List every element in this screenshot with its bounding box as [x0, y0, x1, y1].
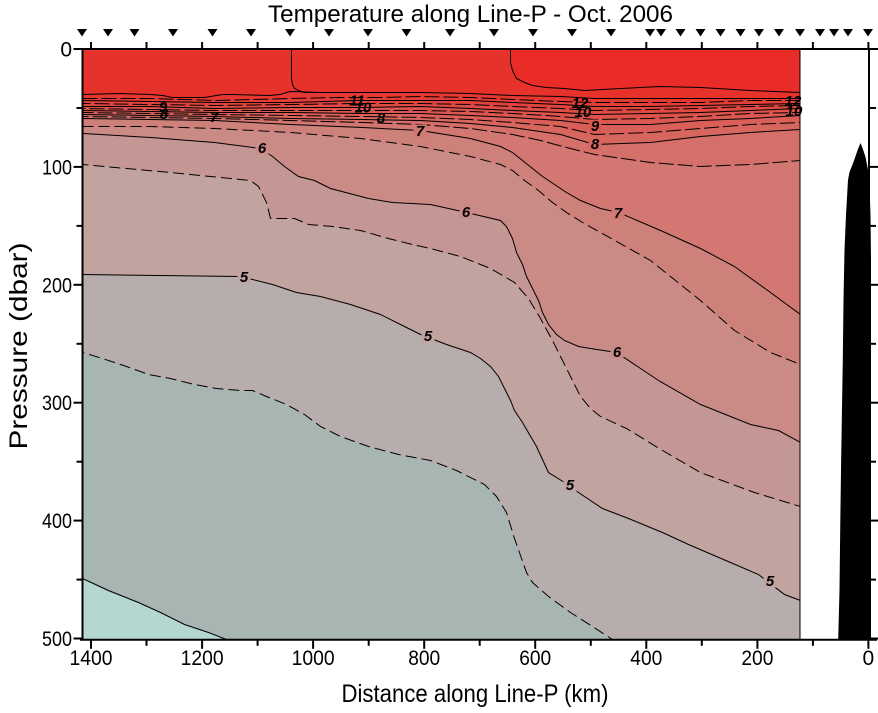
- svg-text:400: 400: [42, 510, 72, 533]
- svg-text:6: 6: [258, 140, 267, 157]
- svg-text:Temperature along Line-P - Oct: Temperature along Line-P - Oct. 2006: [268, 1, 673, 28]
- svg-text:7: 7: [614, 205, 623, 222]
- svg-text:9: 9: [159, 99, 168, 116]
- svg-text:7: 7: [416, 123, 425, 140]
- svg-text:6: 6: [613, 344, 622, 361]
- svg-text:0: 0: [60, 39, 72, 62]
- svg-text:6: 6: [462, 204, 471, 221]
- svg-text:12: 12: [785, 93, 802, 110]
- svg-text:200: 200: [42, 274, 72, 297]
- svg-text:5: 5: [424, 328, 433, 345]
- svg-text:1400: 1400: [70, 647, 113, 670]
- svg-text:12: 12: [572, 95, 589, 112]
- svg-text:5: 5: [566, 477, 575, 494]
- svg-text:11: 11: [349, 93, 365, 110]
- svg-text:800: 800: [408, 647, 440, 670]
- svg-text:300: 300: [42, 392, 72, 415]
- svg-text:5: 5: [240, 269, 249, 286]
- svg-text:8: 8: [591, 136, 600, 153]
- svg-text:10: 10: [575, 104, 592, 121]
- svg-text:8: 8: [377, 110, 386, 127]
- svg-text:100: 100: [42, 156, 72, 179]
- svg-text:10: 10: [786, 103, 803, 120]
- svg-text:1200: 1200: [181, 647, 224, 670]
- svg-text:200: 200: [741, 647, 773, 670]
- svg-text:0: 0: [863, 647, 875, 670]
- svg-text:9: 9: [591, 118, 600, 135]
- svg-text:8: 8: [160, 106, 169, 123]
- svg-text:600: 600: [519, 647, 551, 670]
- svg-text:500: 500: [42, 628, 72, 651]
- svg-text:Distance along Line-P (km): Distance along Line-P (km): [342, 680, 609, 708]
- svg-text:400: 400: [630, 647, 662, 670]
- svg-text:1000: 1000: [292, 647, 335, 670]
- svg-text:5: 5: [766, 573, 775, 590]
- svg-text:10: 10: [355, 100, 372, 117]
- svg-text:Pressure (dbar): Pressure (dbar): [5, 243, 33, 450]
- svg-text:7: 7: [210, 109, 219, 126]
